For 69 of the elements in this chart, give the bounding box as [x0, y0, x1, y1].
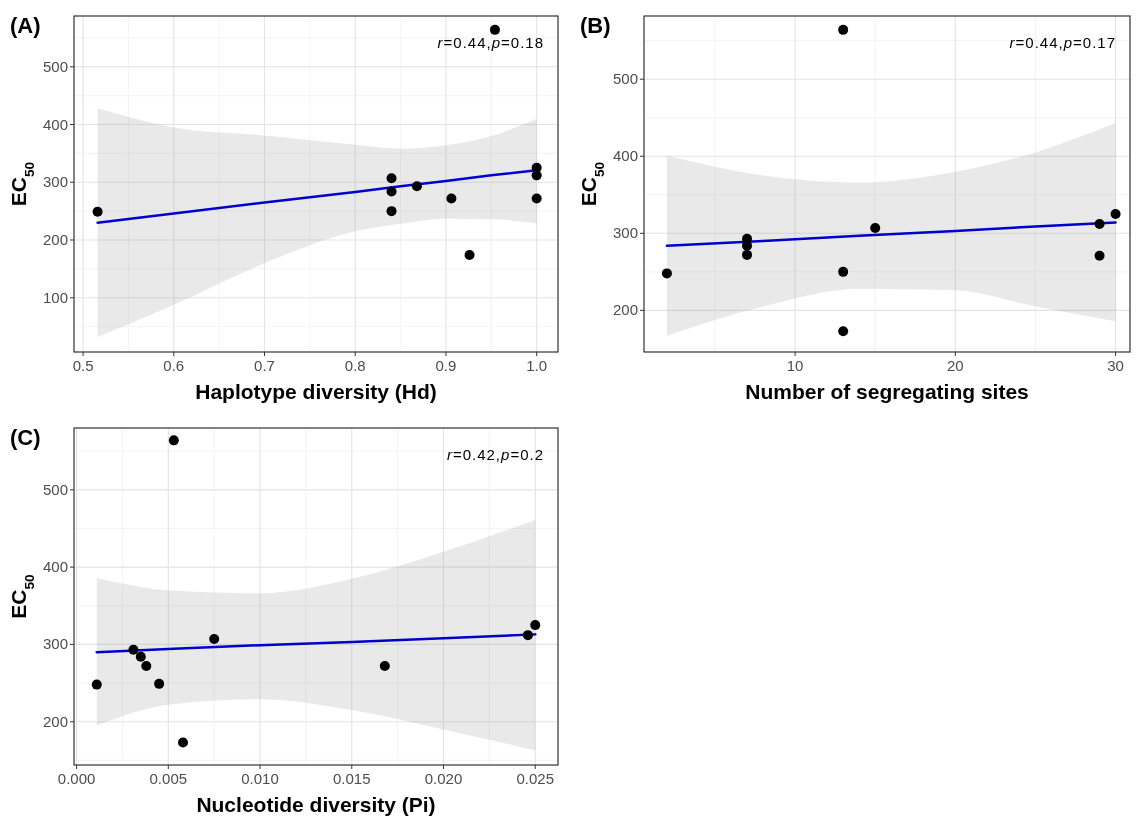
point: [177, 737, 188, 748]
point: [135, 651, 146, 662]
point: [464, 250, 475, 261]
x-tick-label: 0.8: [344, 357, 366, 374]
x-tick-label: 0.015: [333, 770, 371, 787]
x-tick-label: 10: [786, 357, 804, 374]
point: [1110, 209, 1121, 220]
y-tick-label: 400: [42, 115, 68, 133]
point: [661, 268, 672, 279]
y-tick-label: 400: [612, 147, 638, 165]
point: [870, 222, 881, 233]
annotation: r=0.42,p=0.2: [446, 446, 544, 463]
point: [209, 634, 220, 645]
point: [154, 678, 165, 689]
point: [838, 326, 849, 337]
x-tick-label: 1.0: [526, 357, 548, 374]
point: [91, 679, 102, 690]
chart-title: (A): [10, 13, 41, 38]
x-tick-label: 0.010: [241, 770, 279, 787]
point: [379, 661, 390, 672]
y-tick-label: 300: [42, 635, 68, 653]
annotation: r=0.44,p=0.17: [1009, 34, 1116, 51]
y-tick-label: 300: [612, 224, 638, 242]
point: [531, 170, 542, 181]
x-axis-title: Haplotype diversity (Hd): [195, 380, 437, 403]
x-tick-label: 0.5: [72, 357, 94, 374]
point: [530, 620, 541, 631]
point: [1094, 219, 1105, 230]
y-tick-label: 200: [42, 231, 68, 248]
y-tick-label: 200: [42, 712, 68, 730]
point: [92, 206, 103, 217]
chart-title: (B): [580, 13, 611, 38]
x-axis-title: Nucleotide diversity (Pi): [196, 793, 436, 816]
y-tick-label: 500: [42, 480, 68, 498]
y-tick-label: 200: [612, 301, 638, 319]
x-tick-label: 0.005: [149, 770, 188, 787]
point: [489, 24, 500, 35]
point: [531, 193, 542, 204]
point: [838, 266, 849, 277]
x-tick-label: 0.7: [254, 357, 275, 374]
y-tick-label: 100: [42, 288, 68, 306]
x-tick-label: 0.9: [435, 357, 457, 374]
x-tick-label: 0.025: [516, 770, 555, 787]
x-tick-label: 0.6: [163, 357, 185, 374]
point: [1094, 250, 1105, 261]
point: [742, 249, 753, 260]
x-tick-label: 0.000: [57, 770, 96, 787]
line-series: [95, 633, 537, 654]
annotation: r=0.44,p=0.18: [437, 34, 544, 51]
line-series: [665, 221, 1117, 247]
y-tick-label: 500: [42, 57, 68, 75]
y-tick-label: 300: [42, 173, 68, 191]
point: [411, 181, 422, 192]
point: [141, 661, 152, 672]
point: [386, 186, 397, 197]
point: [522, 630, 533, 641]
point: [446, 193, 457, 204]
point: [838, 24, 849, 35]
point: [168, 435, 179, 446]
x-axis-title: Number of segregating sites: [745, 380, 1029, 403]
point: [386, 173, 397, 184]
point: [386, 206, 397, 217]
y-tick-label: 500: [612, 70, 638, 88]
point: [128, 644, 139, 655]
x-tick-label: 20: [947, 357, 964, 374]
x-tick-label: 30: [1107, 357, 1124, 374]
y-tick-label: 400: [42, 558, 68, 576]
x-tick-label: 0.020: [424, 770, 463, 787]
chart-title: (C): [10, 425, 41, 450]
